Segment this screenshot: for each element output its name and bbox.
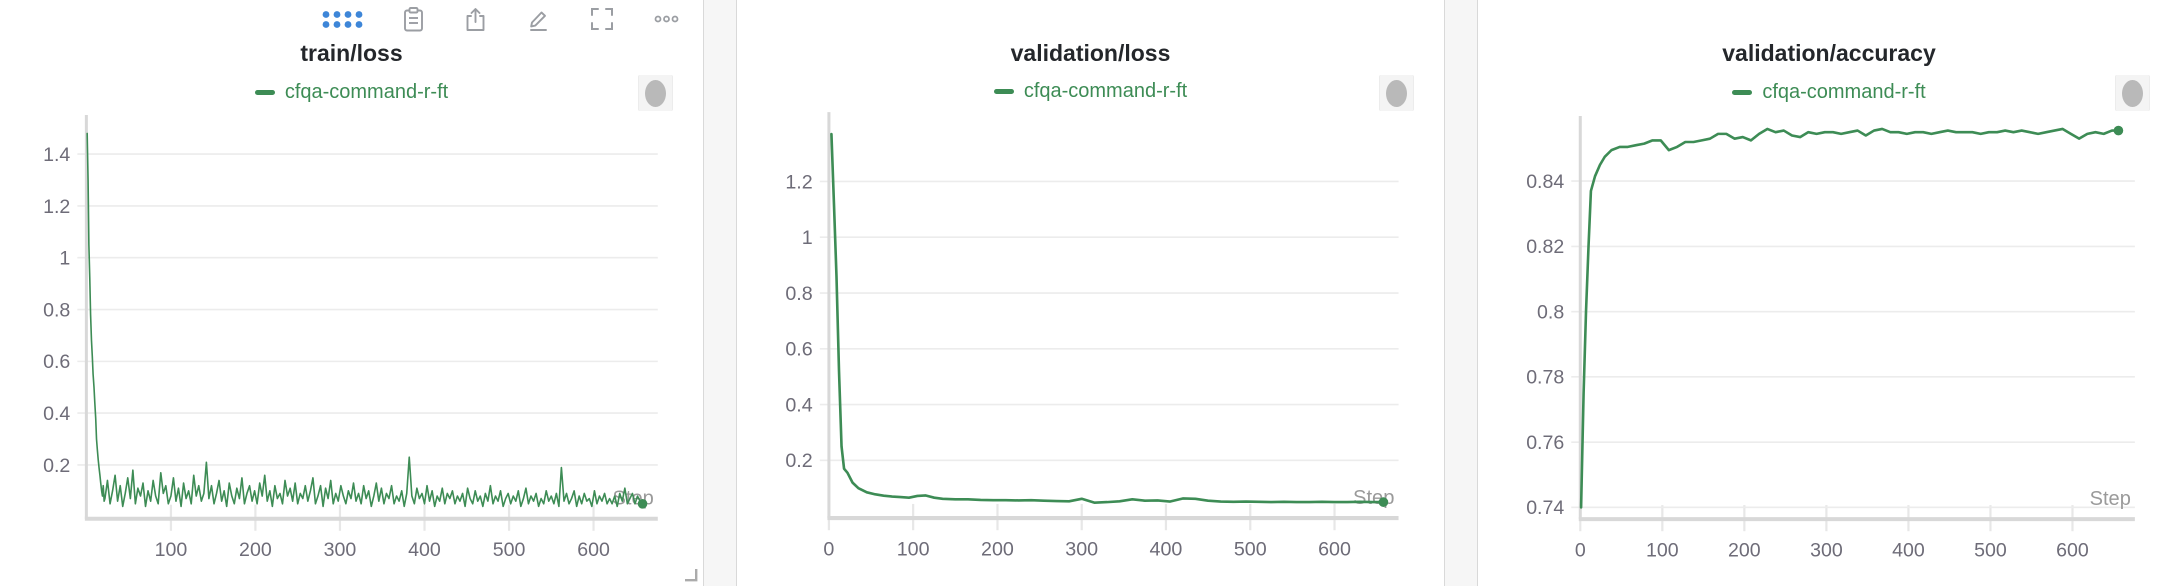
- export-icon[interactable]: [464, 7, 487, 32]
- more-options-icon[interactable]: [654, 15, 679, 23]
- svg-text:0.6: 0.6: [785, 339, 812, 361]
- chart-plot-area[interactable]: 0.2 0.4 0.6 0.8 1 1.2 1.4 100 200 300 400 500 600 Ste…: [0, 108, 703, 586]
- chart-plot-area[interactable]: 0.74 0.76 0.78 0.8 0.82 0.84 0 100 200 300 400 500 6…: [1478, 109, 2180, 586]
- chart-plot-area[interactable]: 0.2 0.4 0.6 0.8 1 1.2 0 100 200 300 400 500 600 Step: [737, 105, 1444, 586]
- svg-text:100: 100: [155, 539, 188, 561]
- svg-text:0.4: 0.4: [785, 395, 812, 417]
- panel-gutter: [703, 0, 737, 586]
- chart-title: validation/accuracy: [1722, 40, 1936, 66]
- validation-accuracy-chart-svg[interactable]: 0.74 0.76 0.78 0.8 0.82 0.84 0 100 200 300 400 500 6…: [1478, 109, 2180, 586]
- svg-text:600: 600: [2056, 539, 2089, 561]
- svg-text:0.2: 0.2: [43, 455, 70, 477]
- svg-text:0.2: 0.2: [785, 450, 812, 472]
- edit-pencil-icon[interactable]: [527, 7, 550, 32]
- svg-text:0.4: 0.4: [43, 403, 70, 425]
- svg-text:200: 200: [981, 539, 1014, 561]
- run-toggle-dot-icon: [645, 79, 666, 107]
- svg-text:600: 600: [1318, 539, 1351, 561]
- panel-validation-loss: validation/loss cfqa-command-r-ft 0.2 0.4…: [737, 0, 1444, 586]
- svg-text:100: 100: [897, 539, 930, 561]
- run-visibility-bubble[interactable]: [638, 75, 673, 111]
- panel-resize-handle[interactable]: [683, 567, 698, 582]
- svg-text:500: 500: [1974, 539, 2007, 561]
- svg-text:400: 400: [1892, 539, 1925, 561]
- svg-text:1: 1: [59, 248, 70, 270]
- svg-text:1.2: 1.2: [785, 172, 812, 194]
- svg-text:400: 400: [408, 539, 441, 561]
- legend-row: cfqa-command-r-ft: [737, 75, 1444, 111]
- svg-text:0.76: 0.76: [1526, 432, 1564, 454]
- svg-text:1: 1: [802, 227, 813, 249]
- svg-text:100: 100: [1646, 539, 1679, 561]
- svg-text:300: 300: [1065, 539, 1098, 561]
- chart-title: validation/loss: [1010, 40, 1171, 66]
- fullscreen-icon[interactable]: [590, 7, 614, 31]
- chart-title: train/loss: [300, 40, 403, 66]
- svg-text:0.8: 0.8: [1537, 301, 1564, 323]
- legend-run-name: cfqa-command-r-ft: [284, 80, 449, 103]
- svg-text:300: 300: [1810, 539, 1843, 561]
- svg-text:0.82: 0.82: [1526, 236, 1564, 258]
- svg-text:1.4: 1.4: [43, 144, 70, 166]
- panel-hover-toolbar: [322, 6, 679, 32]
- legend-line-swatch: [254, 89, 275, 95]
- svg-text:0.74: 0.74: [1526, 497, 1564, 519]
- svg-text:1.2: 1.2: [43, 196, 70, 218]
- panel-train-loss: train/loss cfqa-command-r-ft 0.2 0.4 0.6 0.…: [0, 0, 703, 586]
- run-toggle-dot-icon: [2122, 79, 2143, 107]
- panel-validation-accuracy: validation/accuracy cfqa-command-r-ft 0.…: [1478, 0, 2180, 586]
- svg-text:0.84: 0.84: [1526, 171, 1564, 193]
- panel-gutter: [1444, 0, 1478, 586]
- legend-run-name: cfqa-command-r-ft: [1762, 81, 1926, 104]
- validation-loss-chart-svg[interactable]: 0.2 0.4 0.6 0.8 1 1.2 0 100 200 300 400 500 600 Step: [737, 105, 1444, 586]
- svg-text:500: 500: [1234, 539, 1267, 561]
- run-toggle-dot-icon: [1386, 79, 1407, 107]
- svg-text:Step: Step: [1353, 487, 1395, 509]
- drag-handle-dots-icon[interactable]: [322, 10, 363, 29]
- legend-run-name: cfqa-command-r-ft: [1023, 79, 1188, 102]
- legend-item[interactable]: cfqa-command-r-ft: [993, 79, 1188, 103]
- svg-text:0.78: 0.78: [1526, 366, 1564, 388]
- legend-item[interactable]: cfqa-command-r-ft: [1732, 81, 1926, 104]
- legend-line-swatch: [993, 88, 1014, 94]
- svg-text:200: 200: [1728, 539, 1761, 561]
- run-visibility-bubble[interactable]: [2115, 75, 2150, 111]
- legend-row: cfqa-command-r-ft: [0, 75, 703, 111]
- legend-row: cfqa-command-r-ft: [1478, 75, 2180, 111]
- svg-text:0: 0: [1575, 539, 1586, 561]
- svg-text:200: 200: [239, 539, 272, 561]
- svg-text:0.6: 0.6: [43, 351, 70, 373]
- svg-text:0.8: 0.8: [43, 299, 70, 321]
- svg-text:0: 0: [823, 539, 834, 561]
- clipboard-icon[interactable]: [403, 6, 424, 32]
- legend-item[interactable]: cfqa-command-r-ft: [254, 80, 449, 104]
- svg-text:600: 600: [577, 539, 610, 561]
- run-visibility-bubble[interactable]: [1379, 75, 1414, 111]
- svg-text:0.8: 0.8: [785, 283, 812, 305]
- svg-text:400: 400: [1150, 539, 1183, 561]
- svg-text:300: 300: [324, 539, 357, 561]
- svg-text:500: 500: [493, 539, 526, 561]
- legend-line-swatch: [1732, 90, 1753, 96]
- svg-text:Step: Step: [2090, 488, 2131, 510]
